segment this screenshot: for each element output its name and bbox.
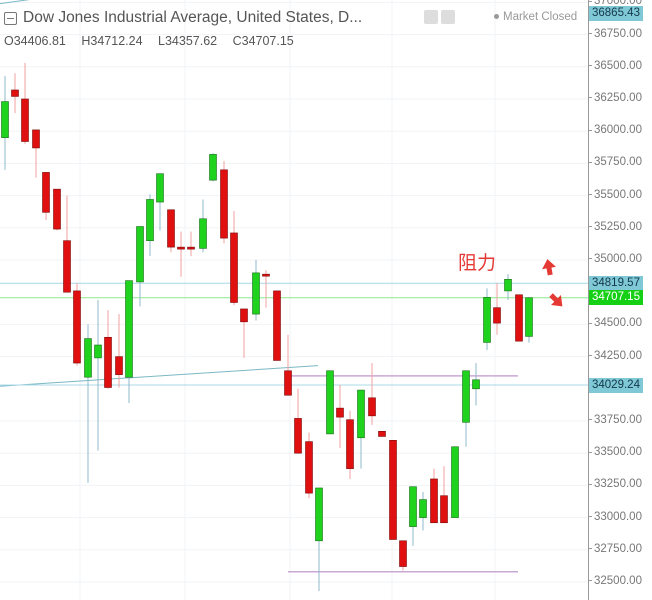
candle[interactable] <box>240 308 248 358</box>
candle[interactable] <box>177 231 185 277</box>
price-tick: 34250.00 <box>588 350 642 362</box>
candle[interactable] <box>326 370 334 435</box>
market-status: Market Closed <box>494 11 577 23</box>
candle[interactable] <box>357 389 365 469</box>
high-value: H34712.24 <box>81 34 143 48</box>
gear-icon[interactable] <box>441 10 455 24</box>
resistance-label: 阻力 <box>458 252 497 274</box>
candle[interactable] <box>305 432 313 499</box>
candle[interactable] <box>252 260 260 321</box>
candle[interactable] <box>125 280 133 403</box>
candle[interactable] <box>419 491 427 531</box>
candle[interactable] <box>409 486 417 546</box>
candle[interactable] <box>430 468 438 524</box>
candle[interactable] <box>378 431 386 437</box>
price-tag: 34707.15 <box>589 290 643 306</box>
candle[interactable] <box>104 310 112 389</box>
price-tick: 33250.00 <box>588 478 642 490</box>
candle[interactable] <box>209 153 217 182</box>
price-tick: 37000.00 <box>588 0 642 7</box>
candle[interactable] <box>42 172 50 221</box>
candle[interactable] <box>156 173 164 231</box>
candle[interactable] <box>504 274 512 300</box>
price-tag: 36865.43 <box>589 5 643 21</box>
candle[interactable] <box>63 195 71 293</box>
candle[interactable] <box>199 199 207 253</box>
close-value: C34707.15 <box>232 34 294 48</box>
collapse-icon[interactable] <box>4 11 17 25</box>
arrow-down-icon <box>549 293 563 307</box>
candle[interactable] <box>262 270 270 308</box>
series-tools <box>424 10 455 24</box>
candle[interactable] <box>368 363 376 425</box>
price-tick: 35500.00 <box>588 189 642 201</box>
candle[interactable] <box>346 410 354 479</box>
candle[interactable] <box>230 211 238 306</box>
candle[interactable] <box>472 363 480 406</box>
eye-icon[interactable] <box>424 10 438 24</box>
low-value: L34357.62 <box>158 34 218 48</box>
chart-header: Dow Jones Industrial Average, United Sta… <box>4 9 362 27</box>
price-tick: 35250.00 <box>588 221 642 233</box>
drawn-lines <box>0 0 588 573</box>
candle[interactable] <box>273 290 281 361</box>
chart-title: Dow Jones Industrial Average, United Sta… <box>23 9 363 26</box>
candle[interactable] <box>84 324 92 483</box>
candle[interactable] <box>94 299 102 451</box>
candle[interactable] <box>220 160 228 244</box>
candle[interactable] <box>187 231 195 257</box>
price-tag: 34029.24 <box>589 377 643 393</box>
status-dot-icon <box>494 14 499 20</box>
candles <box>1 62 533 592</box>
candle[interactable] <box>136 226 144 307</box>
candle[interactable] <box>294 388 302 454</box>
price-tag: 34819.57 <box>589 275 643 291</box>
open-value: O34406.81 <box>4 34 66 48</box>
candle[interactable] <box>440 466 448 524</box>
price-tick: 33750.00 <box>588 414 642 426</box>
price-tick: 36500.00 <box>588 60 642 72</box>
candle[interactable] <box>32 129 40 178</box>
upper-trendline-top[interactable] <box>0 0 55 5</box>
candle[interactable] <box>1 75 9 170</box>
candle[interactable] <box>11 73 19 114</box>
candle[interactable] <box>284 334 292 396</box>
candle[interactable] <box>167 209 175 253</box>
candle[interactable] <box>389 440 397 540</box>
candle[interactable] <box>525 297 533 343</box>
price-tick: 33500.00 <box>588 446 642 458</box>
price-tick: 35750.00 <box>588 156 642 168</box>
candle[interactable] <box>399 540 407 571</box>
price-tick: 36250.00 <box>588 92 642 104</box>
price-tick: 36750.00 <box>588 28 642 40</box>
price-tick: 36000.00 <box>588 124 642 136</box>
candle[interactable] <box>493 283 501 335</box>
candle[interactable] <box>21 62 29 145</box>
price-tick: 34500.00 <box>588 317 642 329</box>
axis-line <box>588 0 589 600</box>
candle[interactable] <box>73 283 81 366</box>
price-tick: 32750.00 <box>588 543 642 555</box>
price-axis[interactable]: 37000.00 36750.00 36500.00 36250.00 36000.00… <box>588 0 652 600</box>
arrow-up-icon <box>542 259 556 276</box>
rising-trendline[interactable] <box>0 365 319 387</box>
grid-lines <box>0 0 588 600</box>
candle[interactable] <box>515 294 523 342</box>
candle[interactable] <box>146 194 154 257</box>
price-tick: 33000.00 <box>588 511 642 523</box>
candle[interactable] <box>53 188 61 231</box>
candle[interactable] <box>115 314 123 388</box>
candle[interactable] <box>483 288 491 351</box>
candle[interactable] <box>451 446 459 518</box>
candle[interactable] <box>336 384 344 449</box>
candle[interactable] <box>462 370 470 447</box>
annotation-arrows <box>542 259 563 307</box>
price-tick: 35000.00 <box>588 253 642 265</box>
price-tick: 32500.00 <box>588 575 642 587</box>
ohlc-values: O34406.81 H34712.24 L34357.62 C34707.15 <box>4 34 306 48</box>
candle[interactable] <box>315 487 323 592</box>
